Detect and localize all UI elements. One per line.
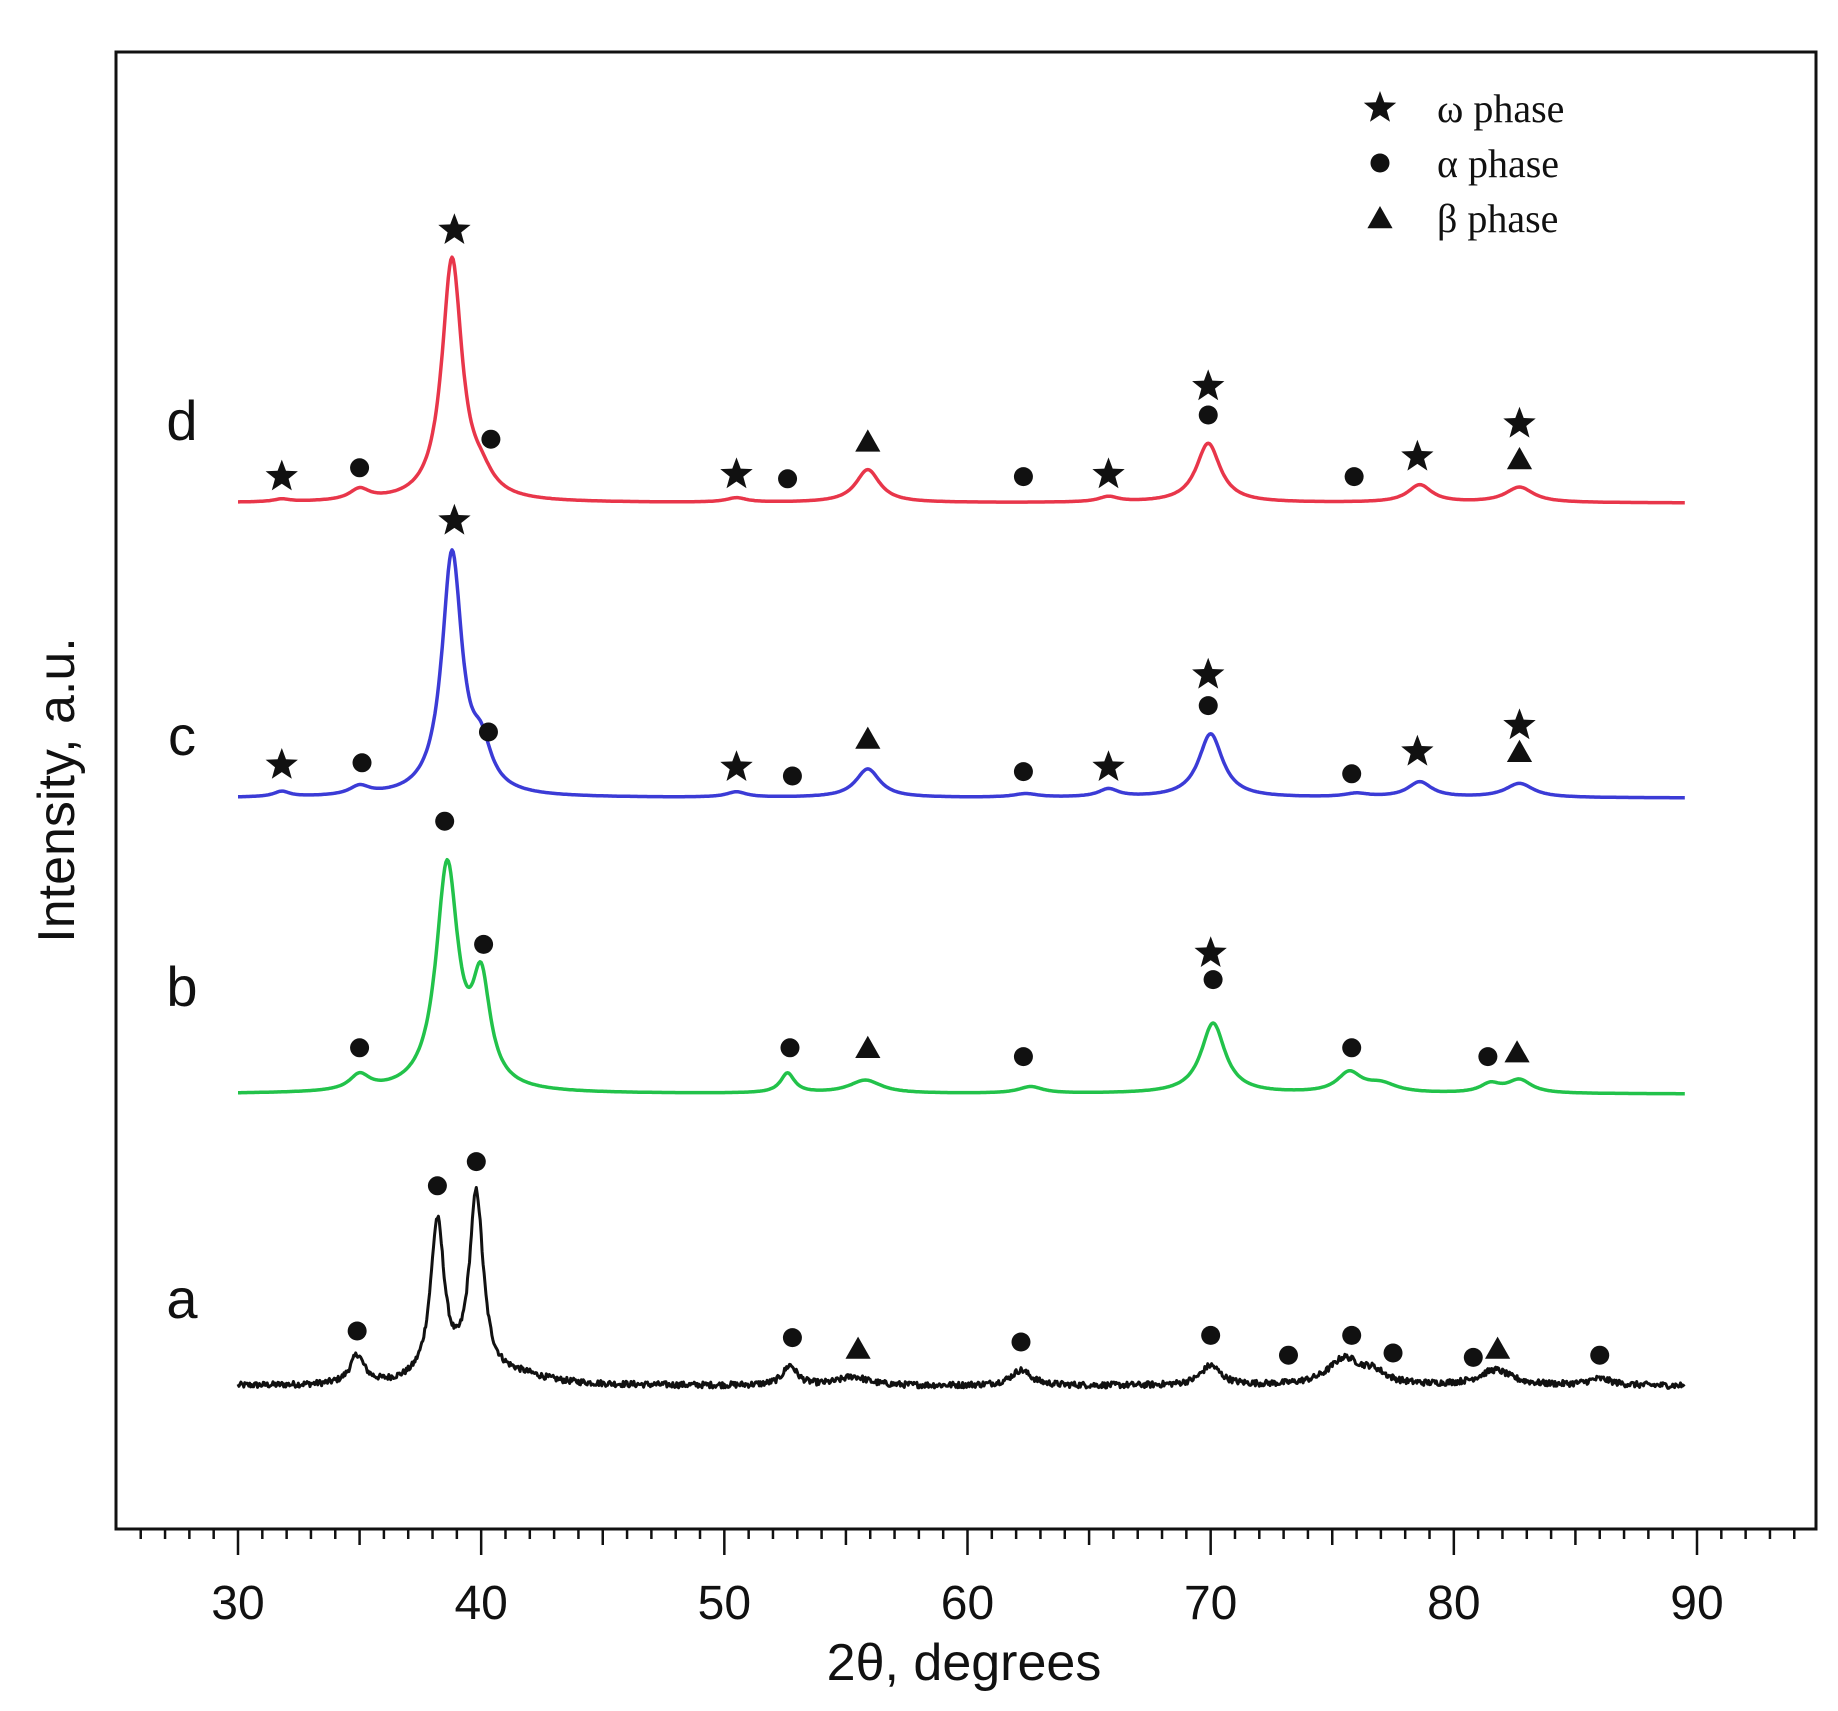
beta-triangle-marker: [1506, 739, 1533, 762]
x-tick-label: 80: [1427, 1577, 1480, 1630]
omega-star-marker: [1503, 708, 1536, 740]
x-tick-label: 70: [1184, 1577, 1237, 1630]
series-c-label: c: [168, 704, 196, 767]
alpha-circle-marker: [1344, 467, 1364, 487]
plot-frame: [114, 50, 1818, 1531]
series-d-line: [237, 255, 1686, 505]
alpha-circle-marker: [1013, 1047, 1033, 1067]
alpha-circle-marker: [1342, 1038, 1362, 1058]
alpha-circle-marker: [1013, 467, 1033, 487]
alpha-circle-marker-legend: [1370, 153, 1390, 173]
alpha-circle-marker: [782, 1328, 802, 1348]
legend-label-triangle: β phase: [1437, 196, 1558, 241]
omega-star-marker: [720, 750, 753, 781]
series-letters: a b c d: [166, 389, 198, 1330]
omega-star-marker: [1092, 750, 1125, 781]
alpha-circle-marker: [350, 458, 370, 478]
x-axis-label: 2θ, degrees: [827, 1634, 1102, 1692]
x-tick-label: 90: [1670, 1577, 1723, 1630]
alpha-circle-marker: [780, 1038, 800, 1058]
omega-star-marker: [1192, 657, 1225, 689]
x-axis-tick-labels: 30 40 50 60 70 80 90: [211, 1577, 1723, 1630]
series-a-label: a: [166, 1267, 198, 1330]
alpha-circle-marker: [1201, 1325, 1221, 1345]
alpha-circle-marker: [1342, 1325, 1362, 1345]
alpha-circle-marker: [1198, 405, 1218, 425]
beta-triangle-marker: [855, 429, 881, 452]
legend-label-circle: α phase: [1437, 141, 1559, 186]
alpha-circle-marker: [1011, 1332, 1031, 1352]
beta-triangle-marker-legend: [1367, 206, 1393, 229]
omega-star-marker: [438, 213, 471, 244]
alpha-circle-marker: [1203, 970, 1223, 990]
alpha-circle-marker: [1478, 1047, 1498, 1067]
omega-star-marker: [1401, 734, 1434, 766]
alpha-circle-marker: [1013, 762, 1033, 782]
alpha-circle-marker: [481, 429, 501, 449]
beta-triangle-marker: [1506, 447, 1533, 470]
series-b-label: b: [166, 955, 197, 1018]
alpha-circle-marker: [350, 1038, 370, 1058]
alpha-circle-marker: [1590, 1345, 1610, 1365]
alpha-circle-marker: [347, 1321, 367, 1341]
y-axis-label: Intensity, a.u.: [28, 637, 86, 942]
beta-triangle-marker: [1504, 1040, 1530, 1063]
alpha-circle-marker: [466, 1152, 486, 1172]
legend-label-star: ω phase: [1437, 86, 1564, 131]
omega-star-marker: [1401, 439, 1434, 471]
x-axis-ticks: [139, 1529, 1796, 1555]
alpha-circle-marker: [1463, 1347, 1483, 1367]
omega-star-marker: [1092, 457, 1125, 489]
x-tick-label: 50: [698, 1577, 751, 1630]
omega-star-marker: [438, 503, 471, 535]
beta-triangle-marker: [855, 1035, 881, 1058]
alpha-circle-marker: [474, 934, 494, 954]
omega-star-marker-legend: [1363, 91, 1397, 122]
x-tick-label: 40: [454, 1577, 507, 1630]
omega-star-marker: [265, 748, 298, 779]
x-tick-label: 60: [941, 1577, 994, 1630]
beta-triangle-marker: [845, 1336, 871, 1359]
series-layer: [236, 255, 1686, 1390]
omega-star-marker: [1194, 936, 1227, 967]
alpha-circle-marker: [1278, 1345, 1298, 1365]
series-a-line: [236, 1186, 1686, 1390]
omega-star-marker: [720, 457, 753, 489]
alpha-circle-marker: [1383, 1343, 1403, 1363]
series-d-label: d: [166, 389, 197, 452]
series-b-line: [237, 857, 1686, 1096]
alpha-circle-marker: [778, 469, 798, 489]
omega-star-marker: [1192, 369, 1225, 401]
alpha-circle-marker: [478, 722, 498, 742]
series-c-line: [237, 548, 1686, 800]
alpha-circle-marker: [782, 766, 802, 786]
omega-star-marker: [265, 459, 298, 491]
x-tick-label: 30: [211, 1577, 264, 1630]
omega-star-marker: [1503, 406, 1536, 438]
alpha-circle-marker: [427, 1176, 447, 1196]
beta-triangle-marker: [855, 726, 881, 749]
alpha-circle-marker: [1342, 764, 1362, 784]
legend: ω phase α phase β phase: [1363, 86, 1564, 241]
alpha-circle-marker: [1198, 696, 1218, 716]
alpha-circle-marker: [435, 811, 455, 831]
alpha-circle-marker: [352, 753, 372, 773]
beta-triangle-marker: [1485, 1336, 1511, 1359]
phase-markers: [265, 213, 1610, 1367]
